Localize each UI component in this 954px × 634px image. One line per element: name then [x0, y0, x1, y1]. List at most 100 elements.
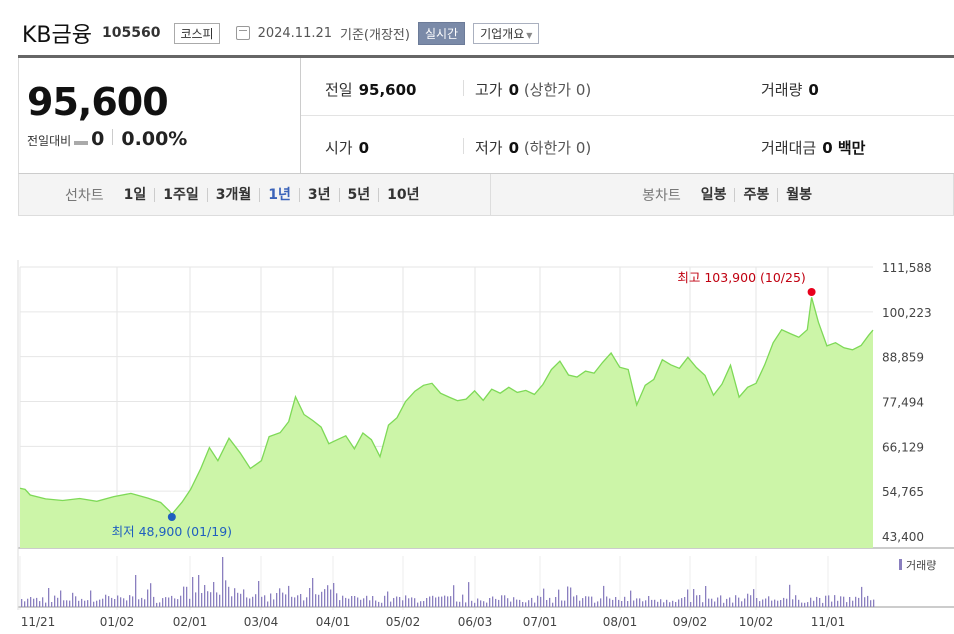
volume-bar: [816, 596, 818, 607]
tab-1d[interactable]: 1일: [123, 186, 147, 203]
volume-bar: [873, 599, 875, 607]
volume-bar: [867, 595, 869, 607]
x-tick-label: 09/02: [673, 615, 708, 629]
volume-bar: [261, 596, 263, 607]
volume-bar: [360, 599, 362, 607]
volume-bar: [495, 598, 497, 607]
min-price-label: 최저 48,900 (01/19): [112, 524, 232, 539]
tab-3y[interactable]: 3년: [298, 187, 339, 202]
volume-bar: [192, 577, 194, 607]
volume-bar: [153, 596, 155, 607]
volume-bar: [579, 600, 581, 607]
volume-bar: [300, 594, 302, 607]
volume-bar: [351, 596, 353, 607]
volume-bar: [435, 597, 437, 607]
volume-bar: [765, 598, 767, 607]
volume-bar: [102, 598, 104, 607]
volume-bar: [744, 598, 746, 607]
volume-bar: [138, 599, 140, 607]
x-tick-label: 03/04: [244, 615, 279, 629]
line-chart-tabs: 선차트 1일 1주일 3개월 1년 3년 5년 10년: [19, 174, 491, 215]
volume-bar: [468, 582, 470, 607]
volume-bar: [834, 595, 836, 607]
x-tick-label: 05/02: [386, 615, 421, 629]
volume-bar: [144, 599, 146, 607]
stat-label: 시가: [325, 139, 353, 157]
realtime-button[interactable]: 실시간: [417, 21, 466, 45]
volume-bar: [594, 602, 596, 607]
volume-bar: [162, 598, 164, 607]
volume-bar: [732, 602, 734, 607]
volume-bar: [429, 596, 431, 607]
volume-bar: [330, 589, 332, 607]
volume-bar: [804, 602, 806, 607]
stat-upper-limit: (상한가 0): [523, 81, 592, 99]
max-price-marker: [807, 288, 816, 296]
tab-3m[interactable]: 3개월: [206, 187, 260, 202]
y-tick-label: 111,588: [882, 261, 932, 275]
stat-separator: [463, 80, 464, 96]
volume-bar: [27, 598, 29, 607]
candle-chart-label: 봉차트: [642, 187, 681, 204]
volume-bars: [21, 557, 875, 607]
volume-bar: [819, 598, 821, 607]
company-profile-button[interactable]: 기업개요 ▼: [473, 22, 540, 44]
tab-daily[interactable]: 일봉: [700, 186, 727, 203]
change-row: 전일대비 0 0.00%: [27, 128, 187, 150]
volume-bar: [558, 589, 560, 607]
volume-bar: [801, 602, 803, 607]
volume-bar: [774, 599, 776, 607]
header-divider: [18, 55, 954, 58]
volume-bar: [645, 600, 647, 607]
volume-bar: [486, 602, 488, 607]
volume-bar: [786, 598, 788, 607]
volume-bar: [792, 599, 794, 607]
tab-5y[interactable]: 5년: [338, 187, 379, 202]
tab-10y[interactable]: 10년: [378, 187, 427, 202]
volume-bar: [141, 597, 143, 607]
volume-bar: [126, 600, 128, 607]
volume-bar: [753, 589, 755, 607]
volume-bar: [696, 595, 698, 607]
company-profile-label: 기업개요: [480, 26, 525, 41]
tab-weekly[interactable]: 주봉: [734, 187, 777, 202]
volume-bar: [726, 598, 728, 607]
line-chart-label: 선차트: [65, 187, 104, 204]
company-name: KB금융: [22, 23, 92, 48]
volume-bar: [63, 600, 65, 607]
volume-bar: [630, 590, 632, 607]
y-tick-label: 66,129: [882, 440, 924, 454]
volume-bar: [324, 589, 326, 607]
volume-bar: [207, 591, 209, 607]
stat-open: 시가 0: [325, 137, 369, 158]
volume-bar: [747, 593, 749, 607]
volume-bar: [561, 600, 563, 607]
volume-bar: [120, 597, 122, 607]
volume-bar: [108, 596, 110, 607]
y-tick-label: 43,400: [882, 530, 924, 544]
volume-bar: [735, 595, 737, 607]
volume-bar: [609, 598, 611, 607]
volume-bar: [204, 585, 206, 607]
volume-bar: [798, 599, 800, 607]
volume-bar: [417, 602, 419, 607]
volume-bar: [228, 586, 230, 607]
x-axis-ticks: 11/21 01/02 02/01 03/04 04/01 05/02 06/03 07/01…: [21, 615, 846, 629]
tab-monthly[interactable]: 월봉: [777, 187, 820, 202]
volume-bar: [75, 596, 77, 607]
tab-1y[interactable]: 1년: [259, 187, 299, 202]
price-chart[interactable]: 111,588 100,223 88,859 77,494 66,129 54,765 43…: [0, 216, 954, 634]
volume-bar: [255, 594, 257, 607]
volume-bar: [750, 595, 752, 607]
volume-bar: [411, 597, 413, 607]
volume-bar: [567, 586, 569, 607]
volume-bar: [183, 586, 185, 607]
volume-bar: [642, 601, 644, 607]
x-tick-label: 01/02: [100, 615, 135, 629]
volume-bar: [378, 601, 380, 607]
stats-row-2: 시가 0 저가 0 (하한가 0) 거래대금 0 백만: [301, 116, 954, 174]
volume-bar: [396, 596, 398, 607]
volume-bar: [171, 595, 173, 607]
volume-bar: [618, 599, 620, 607]
tab-1w[interactable]: 1주일: [154, 187, 207, 202]
